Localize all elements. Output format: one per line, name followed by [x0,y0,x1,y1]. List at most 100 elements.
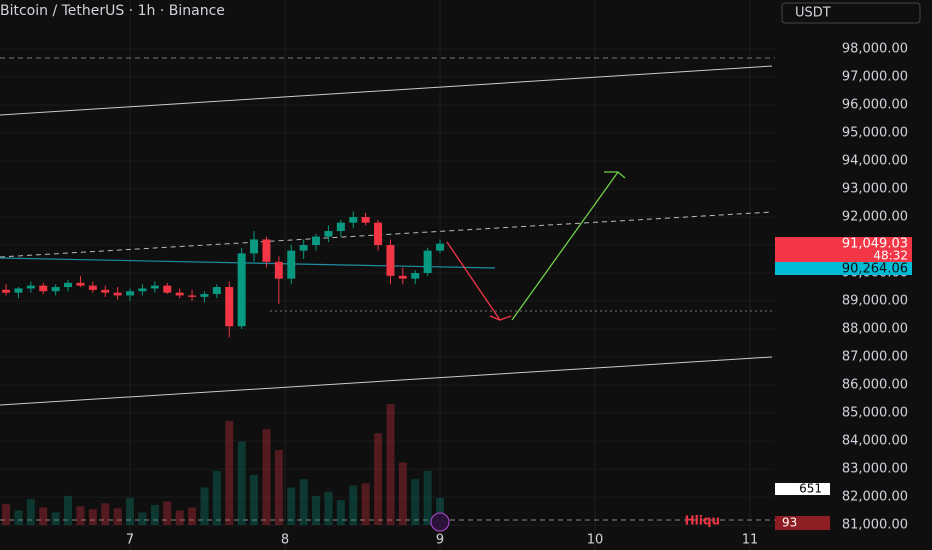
volume-bar [398,462,407,525]
y-tick-label: 84,000.00 [842,434,908,449]
indicator-name: Hliqu [685,514,720,528]
countdown: 48:32 [873,249,908,263]
candle-body [274,261,283,279]
candle-body [374,222,383,246]
candle-body [212,287,221,295]
last-price-badge [775,237,912,262]
x-tick-label: 11 [742,533,759,548]
candle-body [262,239,271,262]
x-tick-label: 8 [281,533,289,548]
volume-bar [423,470,432,525]
y-tick-label: 85,000.00 [842,406,908,421]
volume-bar [113,508,122,525]
candle-body [299,245,308,251]
y-tick-label: 87,000.00 [842,350,908,365]
volume-bar [101,503,110,525]
candle-body [163,285,172,293]
candle-body [386,245,395,276]
x-tick-label: 7 [126,533,134,548]
candle-body [423,250,432,274]
y-tick-label: 96,000.00 [842,98,908,113]
volume-bar [411,479,420,525]
candle-body [188,295,197,297]
volume-bar [287,487,296,525]
volume-ma-badge [775,483,830,495]
currency-button[interactable] [781,2,921,24]
candle-body [349,217,358,223]
channel-top [0,65,773,116]
volume-bar [26,499,35,525]
volume-bar [237,441,246,525]
moving-average [0,257,496,269]
volume-bar [386,404,395,525]
candle-body [225,287,234,327]
candle-body [436,243,445,251]
candle-body [250,239,259,254]
currency: USDT [795,6,831,21]
candle-body [2,289,11,293]
axis-labels: 81,000.00 82,000.00 83,000.00 84,000.00 85,0… [842,42,908,533]
volume-bar [324,491,333,525]
volume-bar [274,450,283,525]
volume-bar [188,507,197,525]
candle-body [411,273,420,279]
volume-bar [76,506,85,525]
volume-bar [39,507,48,525]
y-tick-label: 82,000.00 [842,490,908,505]
volume-bar [312,495,321,525]
chart-title: Bitcoin / TetherUS · 1h · Binance [0,3,225,19]
y-tick-label: 94,000.00 [842,154,908,169]
volume-bar [250,475,259,525]
trend-dashed [0,211,773,258]
volume-bar [361,483,370,525]
candle-body [324,231,333,237]
down-arrow [446,241,501,321]
volume-bar [299,479,308,525]
candle-body [101,289,110,293]
volume-bar [150,505,159,525]
y-tick-label: 86,000.00 [842,378,908,393]
volume-bar [374,433,383,525]
volume-bar [262,429,271,525]
candle-body [51,287,60,292]
volume-bar [349,485,358,525]
volume-bar [212,470,221,525]
up-arrow [511,171,619,321]
candle-body [26,285,35,289]
candle-body [14,288,23,293]
indicator-value: 93 [782,516,797,530]
volume-bar [88,509,97,525]
candle-body [200,294,209,297]
volume-bar [14,510,23,525]
candle-body [312,236,321,246]
channel-bottom [0,356,773,406]
candle-body [64,282,73,288]
candle-body [237,253,246,327]
candle-body [336,222,345,232]
candle-body [150,285,159,289]
candle-body [39,285,48,292]
volume-bar [64,495,73,525]
y-tick-label: 89,000.00 [842,294,908,309]
x-tick-label: 10 [587,533,604,548]
candle-body [126,291,135,296]
volume-bar [163,501,172,525]
volume-bar [138,512,147,525]
y-tick-label: 92,000.00 [842,210,908,225]
ma-price: 90,264.06 [842,262,908,277]
plot [2,211,445,525]
y-tick-label: 93,000.00 [842,182,908,197]
candle-body [361,217,370,223]
up-arrow-head [604,171,626,179]
event-icon[interactable] [430,512,450,532]
down-arrow-head [489,315,512,321]
ma-badge [775,262,912,275]
y-tick-label: 97,000.00 [842,70,908,85]
volume-bar [436,497,445,525]
volume-bar [126,497,135,525]
volume-bar [200,487,209,525]
candle-body [287,250,296,279]
y-tick-label: 88,000.00 [842,322,908,337]
